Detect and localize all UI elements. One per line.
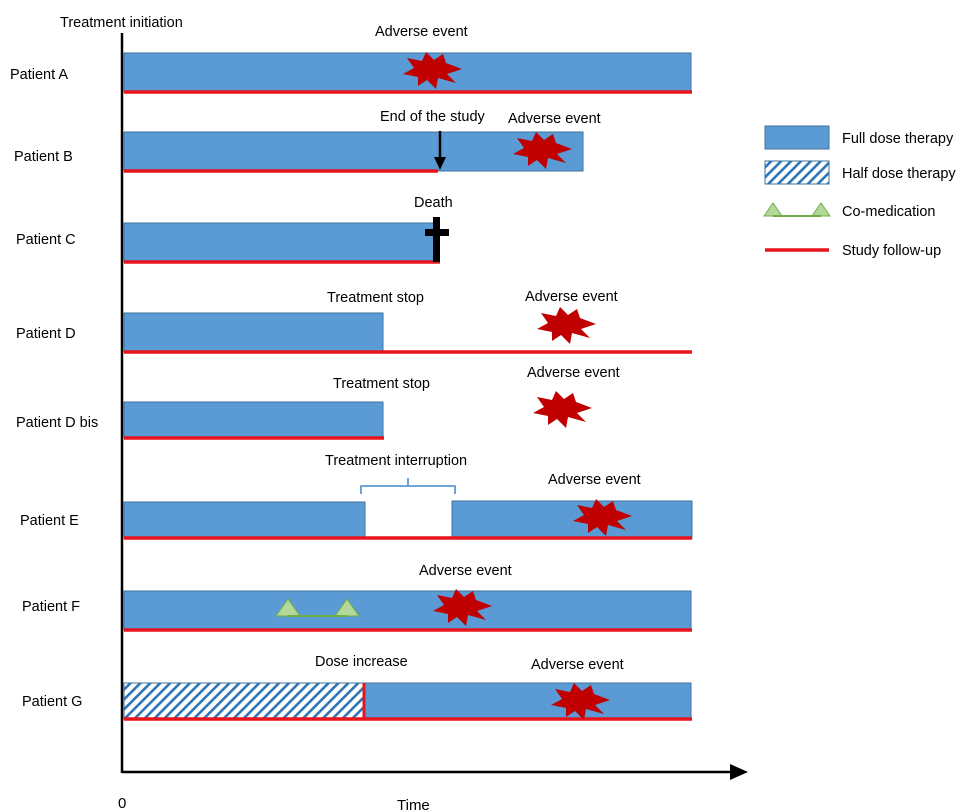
full-dose-bar (123, 131, 584, 172)
patient-label: Patient E (20, 513, 79, 529)
full-dose-bar (123, 501, 366, 539)
full-dose-bar (123, 222, 438, 263)
patient-label: Patient D bis (16, 415, 98, 431)
legend-label: Full dose therapy (842, 131, 954, 147)
origin-label: 0 (118, 795, 126, 811)
adverse-event-label: Adverse event (525, 289, 618, 305)
x-axis-arrow-icon (730, 764, 748, 780)
treatment-interruption-label: Treatment interruption (325, 453, 467, 469)
co-medication-triangles-icon (763, 202, 831, 217)
adverse-event-label: Adverse event (375, 24, 468, 40)
adverse-event-burst-icon (533, 391, 592, 428)
full-dose-swatch-icon (764, 125, 830, 150)
end-of-study-arrowhead-icon (434, 157, 446, 170)
time-axis-label: Time (397, 797, 430, 811)
dose-increase-label: Dose increase (315, 654, 408, 670)
adverse-event-burst-icon (573, 499, 632, 536)
adverse-event-burst-icon (433, 589, 492, 626)
death-label: Death (414, 195, 453, 211)
treatment-stop-label: Treatment stop (327, 290, 424, 306)
patient-label: Patient F (22, 599, 80, 615)
legend-label: Co-medication (842, 204, 936, 220)
legend-label: Study follow-up (842, 243, 941, 259)
full-dose-bar (363, 682, 692, 720)
patient-label: Patient A (10, 67, 68, 83)
end-of-study-label: End of the study (380, 109, 486, 125)
patient-label: Patient B (14, 149, 73, 165)
patient-label: Patient G (22, 694, 82, 710)
adverse-event-burst-icon (537, 307, 596, 344)
full-dose-bar (123, 312, 384, 353)
death-cross-icon (425, 217, 449, 262)
adverse-event-burst-icon (551, 683, 610, 720)
adverse-event-label: Adverse event (531, 657, 624, 673)
treatment-stop-label: Treatment stop (333, 376, 430, 392)
adverse-event-label: Adverse event (419, 563, 512, 579)
legend: Full dose therapy Half dose therapy Co-m… (763, 125, 956, 259)
adverse-event-burst-icon (513, 132, 572, 169)
full-dose-bar (123, 590, 692, 631)
half-dose-bar (123, 682, 365, 720)
patient-label: Patient D (16, 326, 76, 342)
adverse-event-label: Adverse event (548, 472, 641, 488)
full-dose-bar (123, 401, 384, 439)
interruption-bracket (360, 478, 456, 494)
full-dose-bar (451, 500, 693, 539)
treatment-initiation-label: Treatment initiation (60, 15, 183, 31)
legend-label: Half dose therapy (842, 166, 956, 182)
adverse-event-label: Adverse event (508, 111, 601, 127)
adverse-event-label: Adverse event (527, 365, 620, 381)
co-medication-triangles-icon (275, 598, 360, 617)
patient-label: Patient C (16, 232, 76, 248)
half-dose-swatch-icon (764, 160, 830, 185)
adverse-event-burst-icon (403, 52, 462, 89)
